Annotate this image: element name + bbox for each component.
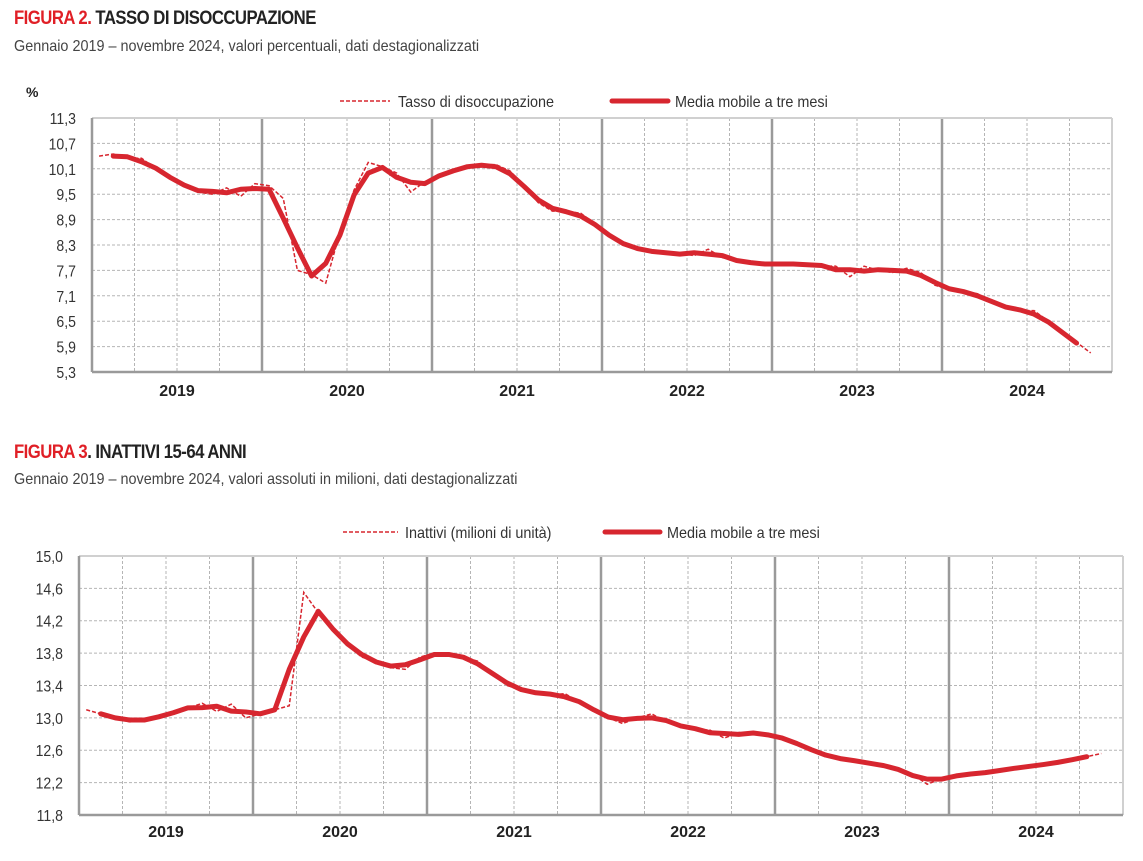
y-tick-label: 14,2 (36, 613, 63, 631)
y-tick-label: 11,8 (37, 807, 63, 825)
y-tick-label: 8,3 (56, 237, 76, 255)
y-tick-label: 10,7 (49, 136, 76, 154)
y-tick-label: 10,1 (49, 161, 76, 179)
legend-label: Media mobile a tre mesi (675, 93, 828, 111)
figure-3-title: FIGURA 3. INATTIVI 15-64 ANNI (14, 442, 247, 464)
chart-2: 11,3 10,7 10,1 9,5 8,9 8,3 7,7 7,1 6,5 5,9 5,3 2019… (26, 84, 1113, 400)
y-tick-label: 8,9 (56, 212, 76, 230)
y-tick-label: 5,3 (56, 364, 76, 382)
figure-title-text: TASSO DI DISOCCUPAZIONE (91, 8, 316, 29)
y-tick-label: 12,6 (36, 742, 63, 760)
x-tick-label: 2023 (839, 383, 875, 400)
legend-label: Inattivi (milioni di unità) (405, 524, 551, 542)
x-tick-label: 2019 (148, 824, 184, 841)
x-tick-label: 2022 (669, 383, 705, 400)
y-tick-label: 13,0 (36, 710, 63, 728)
y-tick-label: 12,2 (36, 775, 63, 793)
figure-3-subtitle: Gennaio 2019 – novembre 2024, valori ass… (14, 471, 518, 488)
x-tick-label: 2023 (844, 824, 880, 841)
figure-number: FIGURA 2. (14, 8, 92, 29)
legend-label: Media mobile a tre mesi (667, 524, 820, 542)
legend-label: Tasso di disoccupazione (398, 93, 554, 111)
series-line-moving-average (110, 153, 1080, 346)
y-tick-label: 7,1 (56, 288, 76, 306)
x-tick-label: 2020 (329, 383, 365, 400)
y-tick-label: 9,5 (56, 186, 76, 204)
y-tick-label: 6,5 (56, 313, 76, 331)
figure-number: FIGURA 3 (14, 442, 88, 463)
x-tick-label: 2024 (1009, 383, 1045, 400)
figure-2-subtitle: Gennaio 2019 – novembre 2024, valori per… (14, 38, 480, 55)
x-tick-label: 2024 (1018, 824, 1054, 841)
x-tick-label: 2021 (499, 383, 535, 400)
x-tick-label: 2021 (496, 824, 532, 841)
y-tick-label: 11,3 (50, 110, 76, 128)
y-tick-label: 15,0 (36, 548, 63, 566)
figure-title-text: . INATTIVI 15-64 ANNI (87, 442, 247, 463)
y-tick-label: 13,8 (36, 645, 63, 663)
chart-3: 15,0 14,6 14,2 13,8 13,4 13,0 12,6 12,2 11,8 2019… (36, 524, 1124, 841)
y-axis-unit: % (26, 84, 39, 100)
y-tick-label: 14,6 (36, 581, 63, 599)
y-tick-label: 7,7 (56, 263, 76, 281)
x-tick-label: 2022 (670, 824, 706, 841)
y-tick-label: 5,9 (56, 339, 76, 357)
x-tick-label: 2019 (159, 383, 195, 400)
x-tick-label: 2020 (322, 824, 358, 841)
figure-2-title: FIGURA 2. TASSO DI DISOCCUPAZIONE (14, 8, 316, 30)
y-tick-label: 13,4 (36, 678, 63, 696)
series-line-moving-average (98, 608, 1090, 782)
